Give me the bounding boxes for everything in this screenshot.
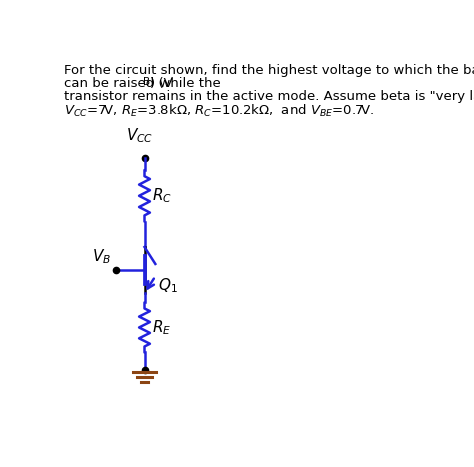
- Text: ) while the: ) while the: [150, 77, 221, 90]
- Text: B: B: [143, 77, 150, 87]
- Text: $V_{CC}$=7V, $R_E$=3.8k$\Omega$, $R_C$=10.2k$\Omega$,  and $V_{BE}$=0.7V.: $V_{CC}$=7V, $R_E$=3.8k$\Omega$, $R_C$=1…: [64, 103, 374, 119]
- Text: $V_{CC}$: $V_{CC}$: [126, 126, 154, 145]
- Text: $Q_1$: $Q_1$: [158, 276, 178, 295]
- Text: can be raised (V: can be raised (V: [64, 77, 173, 90]
- Text: $V_B$: $V_B$: [92, 248, 111, 266]
- Text: $R_C$: $R_C$: [152, 186, 172, 205]
- Text: $R_E$: $R_E$: [152, 318, 172, 337]
- Text: For the circuit shown, find the highest voltage to which the base: For the circuit shown, find the highest …: [64, 64, 474, 77]
- Text: transistor remains in the active mode. Assume beta is "very large",: transistor remains in the active mode. A…: [64, 90, 474, 103]
